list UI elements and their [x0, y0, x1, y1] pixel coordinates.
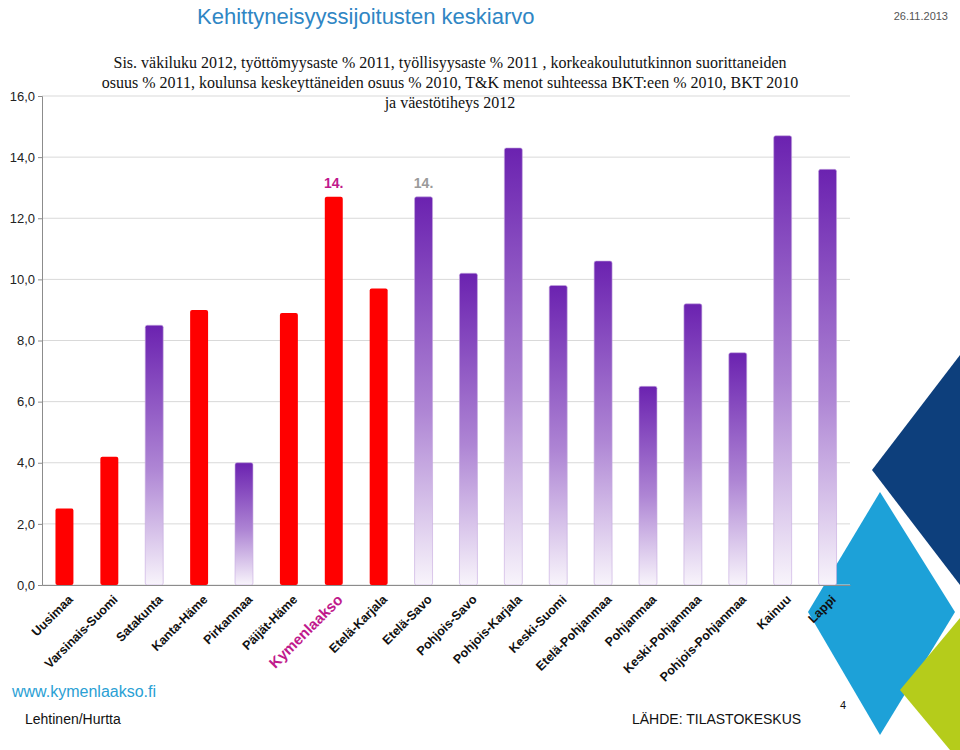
- y-tick-mark: [38, 218, 42, 219]
- y-tick: 2,0: [17, 517, 42, 532]
- y-tick-mark: [38, 157, 42, 158]
- x-tick: Pohjois-Karjala: [450, 592, 525, 667]
- bar: [729, 353, 747, 585]
- x-tick-label: Keski-Pohjanmaa: [621, 592, 705, 676]
- x-tick: Lappi: [805, 592, 838, 625]
- y-tick: 14,0: [10, 150, 42, 165]
- bar: [684, 304, 702, 585]
- grid-line: [42, 218, 850, 219]
- x-axis-line: [43, 585, 851, 586]
- chart-root: 0,0 2,0 4,0 6,0 8,0 10,0 12,0 14,0 16,0 UusimaaVa…: [0, 0, 960, 750]
- y-tick-mark: [38, 463, 42, 464]
- y-tick: 8,0: [17, 333, 42, 348]
- bars: [55, 136, 836, 585]
- bar: [280, 313, 298, 585]
- y-tick-label: 6,0: [17, 394, 35, 409]
- bar: [639, 386, 657, 585]
- subtitle: Sis. väkiluku 2012, työttömyysaste % 201…: [102, 54, 799, 112]
- bar: [459, 273, 477, 585]
- y-axis: 0,0 2,0 4,0 6,0 8,0 10,0 12,0 14,0 16,0: [10, 89, 43, 593]
- x-tick-label: Varsinais-Suomi: [42, 592, 121, 671]
- x-tick-label: Lappi: [805, 592, 838, 625]
- annotations: 14. 14.: [324, 175, 433, 191]
- x-tick-label: Etelä-Karjala: [327, 592, 391, 656]
- y-tick: 0,0: [17, 578, 42, 593]
- deco-diamond-green: [900, 618, 960, 750]
- x-tick: Kanta-Häme: [149, 592, 211, 654]
- y-tick-mark: [38, 96, 42, 97]
- subtitle-line: Sis. väkiluku 2012, työttömyysaste % 201…: [114, 54, 787, 72]
- bar: [594, 261, 612, 585]
- annotation: 14.: [324, 175, 343, 191]
- x-tick: Kainuu: [754, 592, 794, 632]
- date: 26.11.2013: [894, 10, 948, 22]
- y-tick-label: 0,0: [17, 578, 35, 593]
- bar: [190, 310, 208, 585]
- page-number: 4: [840, 699, 846, 711]
- chart-svg: 0,0 2,0 4,0 6,0 8,0 10,0 12,0 14,0 16,0 UusimaaVa…: [0, 0, 960, 750]
- y-tick: 12,0: [10, 211, 42, 226]
- y-tick: 10,0: [10, 272, 42, 287]
- y-tick-mark: [38, 402, 42, 403]
- bar: [415, 197, 433, 585]
- x-axis: UusimaaVarsinais-SuomiSatakuntaKanta-Häm…: [29, 586, 850, 685]
- x-tick-label: Kymenlaakso: [265, 591, 345, 671]
- bar: [235, 463, 253, 585]
- x-tick: Pohjois-Pohjanmaa: [657, 592, 750, 685]
- y-tick-label: 14,0: [10, 150, 35, 165]
- bar: [100, 457, 118, 585]
- bar: [370, 289, 388, 585]
- y-tick-label: 10,0: [10, 272, 35, 287]
- x-tick-label: Kanta-Häme: [149, 592, 211, 654]
- y-tick: 4,0: [17, 455, 42, 470]
- subtitle-line: osuus % 2011, koulunsa keskeyttäneiden o…: [102, 74, 799, 92]
- footer-author: Lehtinen/Hurtta: [25, 711, 121, 727]
- y-tick-mark: [38, 279, 42, 280]
- grid-line: [42, 279, 850, 280]
- bar: [549, 285, 567, 585]
- x-tick: Etelä-Pohjanmaa: [533, 592, 615, 674]
- y-tick: 16,0: [10, 89, 42, 104]
- y-tick-mark: [38, 585, 42, 586]
- bar: [819, 169, 837, 585]
- y-tick: 6,0: [17, 394, 42, 409]
- x-tick: Etelä-Karjala: [327, 592, 391, 656]
- x-tick-label: Kainuu: [754, 592, 794, 632]
- x-tick-label: Pohjois-Karjala: [450, 592, 525, 667]
- grid: [42, 96, 850, 585]
- x-tick-label: Pohjois-Pohjanmaa: [657, 592, 750, 685]
- x-tick: Varsinais-Suomi: [42, 592, 121, 671]
- grid-line: [42, 157, 850, 158]
- y-tick-label: 16,0: [10, 89, 35, 104]
- x-tick-label: Etelä-Pohjanmaa: [533, 592, 615, 674]
- annotation: 14.: [414, 175, 433, 191]
- x-tick: Keski-Pohjanmaa: [621, 592, 705, 676]
- x-tick: Kymenlaakso: [265, 591, 345, 671]
- bar: [325, 197, 343, 585]
- y-tick-label: 12,0: [10, 211, 35, 226]
- y-tick-label: 4,0: [17, 455, 35, 470]
- footer-url: www.kymenlaakso.fi: [11, 683, 156, 700]
- footer-source: LÄHDE: TILASTOKESKUS: [632, 711, 801, 727]
- bar: [55, 509, 73, 585]
- y-tick-mark: [38, 341, 42, 342]
- bar: [774, 136, 792, 585]
- y-tick-label: 8,0: [17, 333, 35, 348]
- y-tick-label: 2,0: [17, 517, 35, 532]
- x-tick-label: Uusimaa: [29, 592, 76, 639]
- y-tick-mark: [38, 524, 42, 525]
- subtitle-line: ja väestötiheys 2012: [384, 94, 516, 112]
- bar: [504, 148, 522, 585]
- grid-line: [42, 585, 850, 586]
- title: Kehittyneisyyssijoitusten keskiarvo: [197, 4, 534, 29]
- x-tick: Uusimaa: [29, 592, 76, 639]
- bar: [145, 325, 163, 585]
- y-axis-line: [38, 97, 43, 586]
